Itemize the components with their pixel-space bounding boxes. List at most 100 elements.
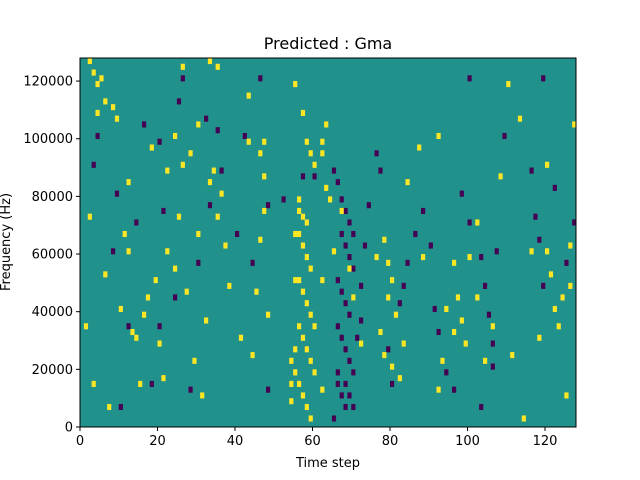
heatmap-cell-high bbox=[382, 236, 387, 243]
heatmap-cell-high bbox=[103, 98, 108, 105]
heatmap-cell-high bbox=[130, 328, 135, 336]
heatmap-cell-high bbox=[184, 288, 189, 295]
heatmap-cell-high bbox=[258, 150, 263, 157]
heatmap-cell-low bbox=[242, 132, 247, 140]
heatmap-cell-high bbox=[374, 254, 379, 261]
heatmap-cell-high bbox=[91, 69, 96, 76]
heatmap-cell-high bbox=[417, 144, 422, 151]
heatmap-cell-low bbox=[355, 334, 360, 341]
heatmap-cell-low bbox=[134, 219, 139, 226]
heatmap-cell-high bbox=[455, 294, 461, 301]
heatmap-cell-low bbox=[378, 167, 383, 174]
heatmap-cell-high bbox=[180, 161, 185, 168]
heatmap-cell-low bbox=[343, 207, 348, 214]
heatmap-cell-high bbox=[138, 380, 143, 387]
heatmap-cell-high bbox=[142, 311, 147, 318]
heatmap-cell-low bbox=[180, 75, 185, 82]
heatmap-cell-low bbox=[452, 386, 457, 393]
heatmap-cell-high bbox=[475, 294, 480, 301]
heatmap-cell-high bbox=[118, 305, 123, 312]
heatmap-cell-high bbox=[498, 173, 503, 180]
plot-frame bbox=[79, 57, 577, 428]
x-axis-ticks: 0 20 40 60 80 100 120 bbox=[76, 427, 557, 449]
heatmap-cell-low bbox=[331, 415, 337, 422]
heatmap-cell-low bbox=[490, 363, 495, 370]
heatmap-cell-low bbox=[157, 323, 162, 330]
heatmap-cell-high bbox=[537, 334, 542, 341]
heatmap-cell-high bbox=[289, 357, 294, 364]
heatmap-cell-high bbox=[312, 323, 317, 330]
heatmap-cell-high bbox=[548, 271, 554, 278]
x-tick-label: 100 bbox=[455, 434, 480, 449]
heatmap-cell-high bbox=[297, 323, 302, 330]
heatmap-cell-high bbox=[134, 334, 139, 341]
heatmap-cell-high bbox=[246, 92, 251, 99]
heatmap-cell-high bbox=[254, 288, 259, 295]
heatmap-cell-high bbox=[312, 369, 317, 376]
heatmap-cell-high bbox=[126, 179, 131, 186]
heatmap-cell-low bbox=[359, 282, 364, 289]
heatmap-cell-high bbox=[304, 300, 309, 307]
heatmap-cell-high bbox=[545, 248, 550, 255]
heatmap-cell-high bbox=[312, 161, 317, 168]
heatmap-cell-high bbox=[506, 81, 511, 88]
heatmap-cell-low bbox=[114, 190, 120, 197]
heatmap-cell-high bbox=[386, 259, 391, 266]
heatmap-cell-high bbox=[114, 115, 120, 122]
heatmap-cell-high bbox=[556, 323, 561, 330]
heatmap-cell-low bbox=[541, 75, 546, 82]
heatmap-cell-low bbox=[347, 357, 352, 364]
heatmap-cell-low bbox=[176, 98, 182, 105]
heatmap-cell-low bbox=[351, 369, 356, 376]
heatmap-cell-low bbox=[390, 380, 395, 387]
heatmap-cell-low bbox=[235, 230, 240, 238]
heatmap-cell-high bbox=[475, 219, 480, 226]
x-tick-label: 20 bbox=[149, 434, 166, 449]
heatmap-cell-low bbox=[347, 254, 352, 261]
heatmap-cell-low bbox=[339, 392, 344, 399]
heatmap-cell-high bbox=[444, 305, 449, 312]
heatmap-cell-high bbox=[459, 317, 464, 324]
y-tick-label: 40000 bbox=[32, 305, 73, 320]
heatmap-cell-low bbox=[312, 173, 317, 180]
heatmap-cell-high bbox=[324, 121, 329, 128]
heatmap-cell-low bbox=[362, 242, 368, 249]
heatmap-cell-high bbox=[180, 63, 185, 70]
heatmap-cell-high bbox=[339, 207, 344, 214]
heatmap-cell-high bbox=[393, 311, 399, 318]
heatmap-cell-low bbox=[541, 282, 546, 289]
heatmap-cell-high bbox=[165, 167, 170, 174]
heatmap-cell-low bbox=[339, 230, 344, 238]
heatmap-cell-high bbox=[87, 58, 92, 65]
heatmap-cell-high bbox=[300, 334, 306, 341]
heatmap-cell-high bbox=[401, 340, 406, 347]
heatmap-cell-low bbox=[335, 179, 340, 186]
heatmap-cell-high bbox=[308, 415, 313, 422]
heatmap-cell-low bbox=[157, 138, 162, 145]
heatmap-cell-high bbox=[304, 138, 309, 145]
heatmap-cell-low bbox=[161, 207, 166, 214]
heatmap-cell-high bbox=[452, 259, 457, 266]
heatmap-cell-low bbox=[351, 230, 356, 238]
heatmap-background bbox=[80, 58, 576, 427]
heatmap-cell-high bbox=[320, 138, 325, 145]
heatmap-cell-low bbox=[421, 207, 426, 214]
heatmap-cell-high bbox=[297, 380, 302, 387]
heatmap-cell-high bbox=[188, 150, 193, 157]
heatmap-cell-low bbox=[126, 323, 131, 330]
heatmap-cell-high bbox=[300, 242, 306, 249]
heatmap-cell-high bbox=[359, 340, 364, 347]
heatmap-cell-high bbox=[564, 392, 569, 399]
heatmap-cell-high bbox=[196, 230, 201, 238]
heatmap-cell-high bbox=[463, 340, 468, 347]
heatmap-cell-low bbox=[486, 311, 492, 318]
heatmap-cell-low bbox=[339, 334, 344, 341]
y-tick-label: 100000 bbox=[23, 132, 73, 147]
heatmap-cell-low bbox=[343, 403, 348, 411]
heatmap-cell-high bbox=[328, 196, 333, 203]
heatmap-cell-high bbox=[215, 63, 220, 70]
heatmap-cell-low bbox=[196, 259, 201, 266]
heatmap-cell-low bbox=[335, 380, 340, 387]
heatmap-cell-low bbox=[374, 150, 379, 157]
